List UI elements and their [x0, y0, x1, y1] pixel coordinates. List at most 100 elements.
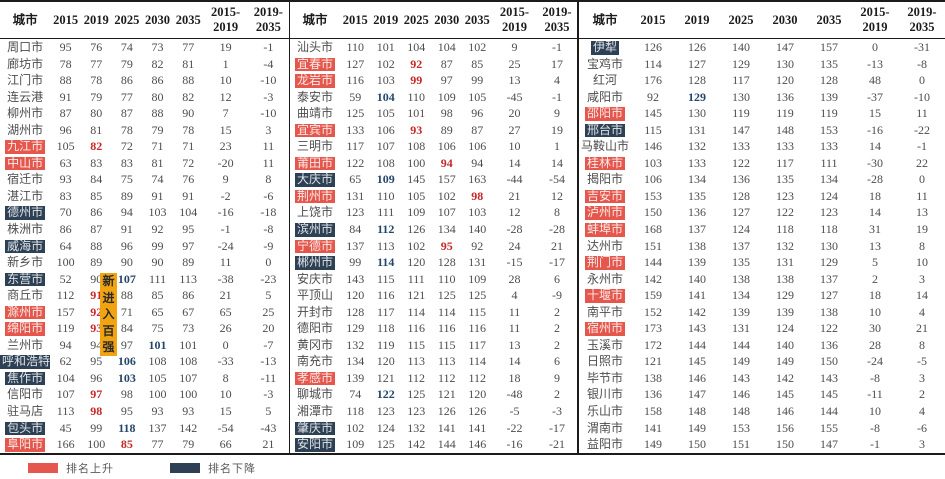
rank-cell: 14 [508, 155, 521, 170]
rank-cell: 116 [346, 73, 365, 88]
city-cell: 新乡市 [0, 254, 50, 271]
rank-cell: 65 [151, 304, 164, 319]
table-row: 马鞍山市 146 132 133 133 133 14 -1 [579, 138, 945, 155]
column-header: 2030 [431, 2, 462, 39]
rank-cell: 78 [90, 73, 103, 88]
column-header: 2025 [719, 2, 763, 39]
city-label: 株洲市 [7, 222, 44, 237]
rank-cell: 103 [117, 370, 136, 385]
rank-cell: 156 [776, 420, 794, 435]
rank-cell: 82 [151, 56, 164, 71]
rank-cell: -24 [867, 354, 883, 369]
rank-cell: -43 [260, 420, 277, 435]
rank-cell: 9 [222, 172, 229, 187]
table-row: 焦作市 104 96 103 105 107 8 -11 [0, 370, 289, 387]
rank-cell: 106 [117, 354, 136, 369]
rank-cell: 95 [90, 354, 103, 369]
rank-cell: 132 [407, 420, 426, 435]
rank-cell: 89 [182, 255, 195, 270]
rank-cell: 144 [437, 437, 456, 452]
city-label: 马鞍山市 [581, 139, 630, 154]
rank-cell: 100 [148, 387, 167, 402]
rank-cell: 90 [90, 271, 103, 286]
rank-cell: 99 [471, 73, 484, 88]
city-label: 荆州市 [294, 188, 335, 204]
rank-cell: 115 [644, 122, 662, 137]
rank-cell: 150 [820, 354, 838, 369]
rank-cell: 74 [349, 387, 362, 402]
rank-cell: 133 [820, 139, 838, 154]
rank-cell: 95 [182, 222, 195, 237]
rank-cell: 157 [56, 304, 75, 319]
rank-cell: -17 [549, 420, 565, 435]
city-label: 周口市 [7, 40, 44, 54]
rank-cell: 168 [644, 222, 662, 237]
rank-cell: 113 [376, 238, 395, 253]
rank-cell: 126 [437, 404, 456, 419]
table-row: 泸州市 150 136 127 122 123 14 13 [579, 204, 945, 221]
rank-cell: -1 [552, 89, 562, 104]
table-row: 聊城市 74 122 125 121 120 -48 2 [290, 386, 578, 403]
rank-cell: 99 [410, 73, 423, 88]
rank-cell: 102 [376, 56, 395, 71]
rank-cell: 75 [151, 321, 164, 336]
rank-cell: 143 [732, 370, 750, 385]
city-cell: 周口市 [0, 39, 50, 56]
city-label: 郴州市 [294, 255, 335, 270]
rank-cell: 121 [376, 370, 395, 385]
rank-cell: 142 [179, 420, 198, 435]
city-label: 龙岩市 [294, 73, 335, 88]
city-cell: 东营市 [0, 271, 50, 288]
rank-cell: 111 [148, 271, 167, 286]
city-label: 信阳市 [7, 387, 44, 402]
table-row: 新乡市 100 89 90 90 89 11 0 [0, 254, 289, 271]
rank-cell: 107 [437, 205, 456, 220]
city-cell: 信阳市 [0, 386, 50, 403]
city-cell: 聊城市 [290, 386, 340, 403]
rank-cell: 136 [644, 387, 662, 402]
rank-cell: 123 [407, 404, 426, 419]
table-panel-3: 城市 2015 2019 2025 2030 2035 2015- 2019 2019- 20… [579, 2, 945, 453]
rank-cell: 144 [820, 404, 838, 419]
city-cell: 桂林市 [579, 155, 631, 172]
rank-cell: 90 [182, 106, 195, 121]
rank-cell: 145 [776, 387, 794, 402]
column-header: 2030 [763, 2, 807, 39]
rank-cell: 140 [468, 222, 487, 237]
rank-cell: 125 [468, 288, 487, 303]
table-row: 宜宾市 133 106 93 89 87 27 19 [290, 122, 578, 139]
city-label: 开封市 [296, 304, 333, 319]
city-label: 湖州市 [7, 122, 44, 137]
rank-cell: 82 [90, 139, 103, 154]
rank-cell: 82 [182, 89, 195, 104]
rank-cell: 142 [688, 304, 706, 319]
city-label: 九江市 [5, 139, 46, 154]
rank-cell: 134 [820, 172, 838, 187]
rank-cell: 101 [179, 337, 198, 352]
legend: 排名上升 排名下降 [28, 457, 945, 479]
city-cell: 曲靖市 [290, 105, 340, 122]
table-row: 兰州市 94 94 97 101 101 0 -7 [0, 337, 289, 354]
city-label: 咸阳市 [586, 89, 623, 104]
rank-cell: 120 [376, 354, 395, 369]
rank-cell: 2 [554, 337, 560, 352]
rank-cell: 138 [644, 370, 662, 385]
table-row: 湛江市 83 85 89 91 91 -2 -6 [0, 188, 289, 205]
rank-cell: 15 [869, 106, 881, 121]
rank-cell: 28 [508, 271, 521, 286]
table-row: 廊坊市 78 77 79 82 81 1 -4 [0, 56, 289, 73]
table-row: 株洲市 86 87 91 92 95 -1 -8 [0, 221, 289, 238]
rank-cell: 163 [468, 172, 487, 187]
city-label: 日照市 [586, 354, 623, 369]
rank-cell: -18 [260, 205, 277, 220]
rank-cell: 137 [688, 222, 706, 237]
column-header: 2019- 2035 [899, 2, 945, 39]
rank-cell: 99 [90, 420, 103, 435]
rank-cell: 112 [377, 222, 395, 237]
rank-cell: 120 [407, 255, 426, 270]
rank-cell: 129 [776, 288, 794, 303]
rank-cell: 130 [688, 106, 706, 121]
table-row: 大庆市 65 109 145 157 163 -44 -54 [290, 171, 578, 188]
rank-cell: 138 [732, 271, 750, 286]
rank-cell: -38 [217, 271, 234, 286]
